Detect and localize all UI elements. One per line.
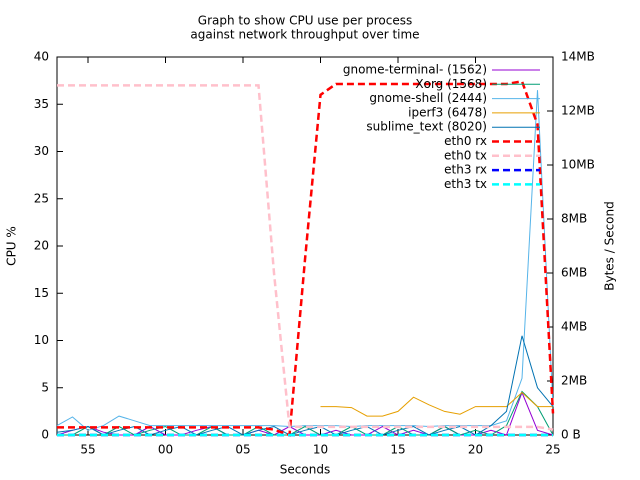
y-axis-label: CPU % [5,226,19,266]
legend-label: gnome-terminal- (1562) [343,63,487,77]
y2-tick-label: 10MB [561,158,595,172]
legend-label: iperf3 (6478) [408,105,487,119]
x-axis-label: Seconds [280,463,330,477]
chart-title: Graph to show CPU use per process [198,14,412,28]
series-line [57,79,555,437]
x-tick-label: 20 [468,443,483,457]
y-tick-label: 40 [34,50,49,64]
x-tick-label: 10 [313,443,328,457]
legend-label: gnome-shell (2444) [369,91,487,105]
series-line [320,391,553,417]
legend-label: Xorg (1568) [415,77,487,91]
y2-tick-label: 0 B [561,428,581,442]
x-tick-label: 05 [235,443,250,457]
y-tick-label: 5 [41,380,49,394]
y2-tick-label: 2MB [561,374,587,388]
legend-label: eth0 rx [444,134,487,148]
y2-axis-label: Bytes / Second [603,201,617,291]
x-tick-label: 15 [390,443,405,457]
y2-tick-label: 12MB [561,104,595,118]
y-tick-label: 35 [34,97,49,111]
legend-label: eth3 rx [444,163,487,177]
y-tick-label: 20 [34,239,49,253]
y2-tick-label: 4MB [561,320,587,334]
y2-tick-label: 14MB [561,50,595,64]
y2-tick-label: 6MB [561,266,587,280]
series-line [57,84,554,431]
y-tick-label: 15 [34,286,49,300]
y-tick-label: 0 [41,428,49,442]
series-line [56,335,554,436]
legend-label: eth0 tx [444,148,487,162]
series-line [56,90,554,431]
x-tick-label: 00 [158,443,173,457]
legend-label: eth3 tx [444,177,487,191]
y-tick-label: 10 [34,333,49,347]
chart-subtitle: against network throughput over time [190,28,419,42]
y-tick-label: 30 [34,144,49,158]
y-tick-label: 25 [34,191,49,205]
x-tick-label: 55 [80,443,95,457]
legend-label: sublime_text (8020) [366,120,487,134]
y2-tick-label: 8MB [561,212,587,226]
x-tick-label: 25 [545,443,560,457]
